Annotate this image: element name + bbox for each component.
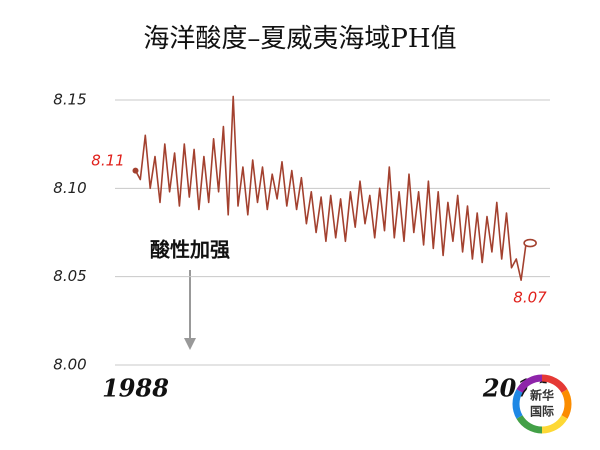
logo-ring [516,374,543,393]
y-tick-label: 8.00 [53,356,86,374]
start-label: 8.11 [91,152,124,170]
logo-ring [541,374,568,393]
logo-center [521,383,563,425]
y-tick-label: 8.15 [53,90,86,108]
logo-ring [516,415,543,434]
data-line [134,95,527,282]
end-marker [523,238,537,248]
logo-ring [561,389,572,419]
logo-ring [512,389,523,419]
chart-title: 海洋酸度–夏威夷海域PH值 [143,24,456,54]
logo-ring [541,415,568,434]
y-tick-label: 8.05 [53,267,86,285]
annotation: 酸性加强 [150,238,230,262]
logo-text: 新华 [530,388,554,403]
y-tick-label: 8.10 [53,179,86,197]
end-label: 8.07 [513,289,547,307]
arrow-head [184,338,196,350]
start-marker [132,167,139,174]
logo-text: 国际 [530,405,554,419]
x-tick-label: 1988 [102,374,169,403]
